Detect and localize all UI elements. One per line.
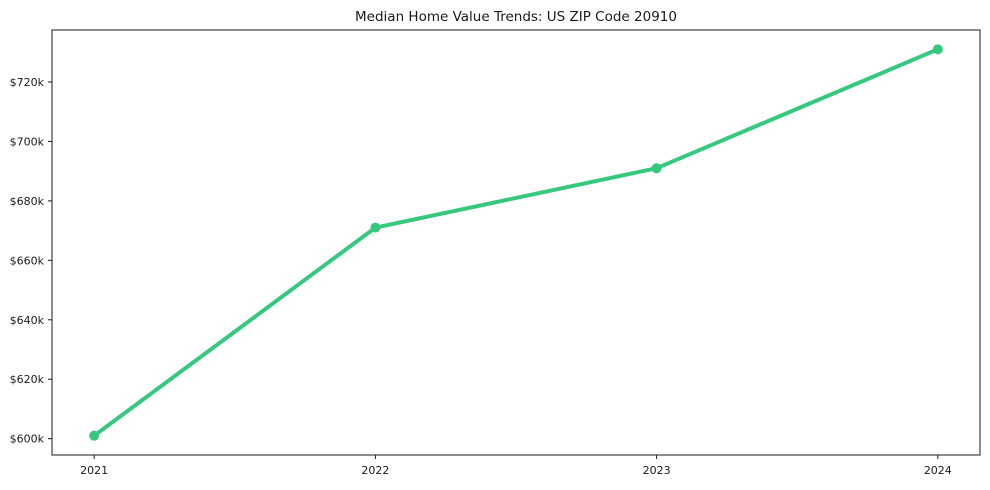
x-tick-label: 2021 bbox=[80, 464, 108, 477]
x-tick-label: 2023 bbox=[643, 464, 671, 477]
data-line bbox=[92, 47, 940, 438]
y-tick-label: $720k bbox=[10, 76, 45, 89]
plot-area: $600k $620k $640k $660k $680k $700k $720k 2021 2… bbox=[10, 29, 981, 477]
data-point-marker bbox=[370, 222, 381, 233]
data-point-marker bbox=[651, 163, 662, 174]
y-tick-label: $600k bbox=[10, 433, 45, 446]
y-tick-label: $640k bbox=[10, 314, 45, 327]
y-tick-label: $680k bbox=[10, 195, 45, 208]
data-point-marker bbox=[89, 430, 100, 441]
data-point-marker bbox=[932, 44, 943, 55]
x-tick-label: 2024 bbox=[924, 464, 952, 477]
x-tick-label: 2022 bbox=[361, 464, 389, 477]
y-tick-label: $660k bbox=[10, 254, 45, 267]
y-tick-label: $620k bbox=[10, 373, 45, 386]
y-tick-label: $700k bbox=[10, 135, 45, 148]
axes-box bbox=[51, 29, 981, 456]
chart-title: Median Home Value Trends: US ZIP Code 20… bbox=[355, 9, 677, 25]
